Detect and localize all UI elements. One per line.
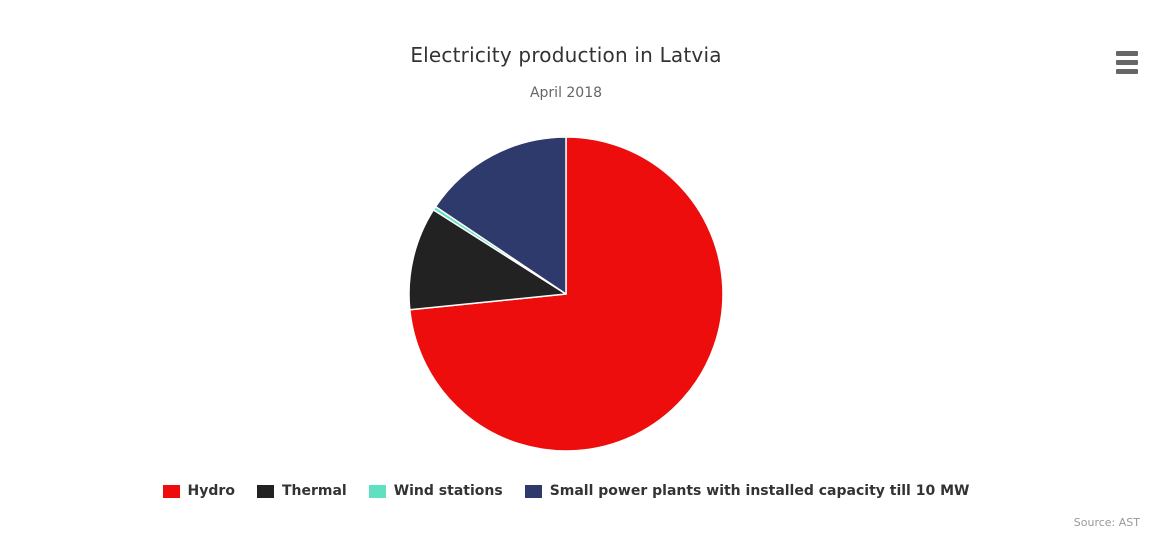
legend-label: Small power plants with installed capaci… bbox=[549, 483, 970, 499]
chart-title: Electricity production in Latvia bbox=[410, 43, 722, 67]
legend-label: Wind stations bbox=[393, 483, 503, 499]
legend-swatch bbox=[256, 484, 274, 498]
legend-item-hydro[interactable]: Hydro bbox=[162, 483, 235, 499]
legend-item-wind-stations[interactable]: Wind stations bbox=[368, 483, 503, 499]
hamburger-bar bbox=[1116, 59, 1138, 65]
legend: Hydro Thermal Wind stations Small power pla… bbox=[0, 483, 1132, 499]
hamburger-bar bbox=[1116, 50, 1138, 56]
legend-label: Hydro bbox=[187, 483, 235, 499]
chart-subtitle: April 2018 bbox=[529, 85, 603, 101]
legend-swatch bbox=[524, 484, 542, 498]
legend-label: Thermal bbox=[281, 483, 347, 499]
legend-swatch bbox=[162, 484, 180, 498]
hamburger-bar bbox=[1116, 68, 1138, 74]
pie-slice-thermal[interactable] bbox=[408, 209, 567, 311]
pie-chart bbox=[408, 136, 724, 452]
chart-context-menu-button[interactable] bbox=[1116, 50, 1140, 74]
pie-slice-small-power-plants-with-installed-capaci[interactable] bbox=[434, 136, 567, 295]
legend-item-thermal[interactable]: Thermal bbox=[256, 483, 347, 499]
legend-swatch bbox=[368, 484, 386, 498]
legend-item-small-power-plants-with-installed-capaci[interactable]: Small power plants with installed capaci… bbox=[524, 483, 970, 499]
source-credit: Source: AST bbox=[1073, 516, 1140, 529]
hamburger-icon bbox=[1116, 50, 1140, 74]
